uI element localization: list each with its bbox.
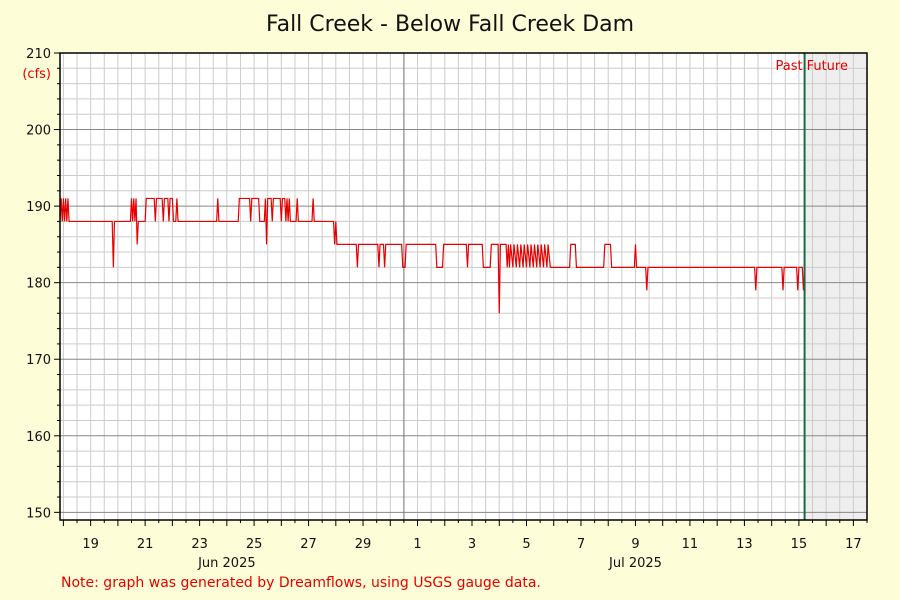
- x-tick-label: 29: [355, 537, 372, 552]
- x-tick-label: 23: [191, 537, 208, 552]
- x-tick-label: 17: [845, 537, 862, 552]
- x-tick-label: 11: [682, 537, 699, 552]
- grid: [60, 52, 868, 520]
- y-tick-label: 160: [26, 430, 51, 445]
- x-tick-label: 25: [246, 537, 263, 552]
- x-tick-label: 13: [736, 537, 753, 552]
- y-tick-label: 190: [26, 200, 51, 215]
- x-tick-label: 27: [300, 537, 317, 552]
- x-month-label: Jun 2025: [197, 556, 256, 571]
- y-tick-label: 150: [26, 506, 51, 521]
- x-month-label: Jul 2025: [608, 556, 662, 571]
- past-label: Past: [775, 59, 802, 74]
- x-tick-label: 3: [468, 537, 476, 552]
- source-note: Note: graph was generated by Dreamflows,…: [61, 575, 541, 591]
- y-tick-label: 210: [26, 47, 51, 62]
- x-tick-label: 15: [791, 537, 808, 552]
- future-region: [804, 53, 867, 520]
- x-tick-label: 21: [137, 537, 154, 552]
- y-axis-unit-label: (cfs): [22, 67, 51, 82]
- x-tick-label: 9: [631, 537, 639, 552]
- plot-border: [59, 52, 868, 521]
- y-tick-label: 170: [26, 353, 51, 368]
- x-tick-label: 1: [413, 537, 421, 552]
- plot-area: [60, 53, 867, 520]
- x-tick-label: 7: [577, 537, 585, 552]
- x-tick-label: 5: [522, 537, 530, 552]
- flow-series-line: [59, 197, 806, 314]
- y-tick-label: 180: [26, 277, 51, 292]
- future-label: Future: [807, 59, 848, 74]
- chart-title: Fall Creek - Below Fall Creek Dam: [265, 12, 635, 37]
- x-tick-label: 19: [82, 537, 99, 552]
- y-tick-label: 200: [26, 124, 51, 139]
